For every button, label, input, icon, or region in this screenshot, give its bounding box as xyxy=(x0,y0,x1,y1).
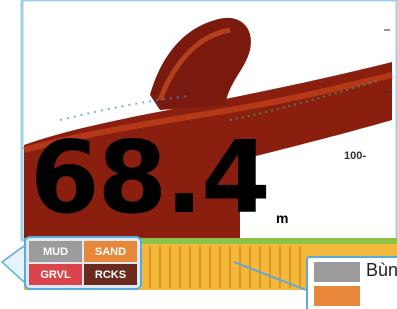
depth-value: 68.4 xyxy=(30,128,269,228)
scale-label: 100- xyxy=(344,150,366,162)
depth-unit: m xyxy=(276,210,288,226)
callout-swatch xyxy=(314,262,360,282)
legend-cell: SAND xyxy=(84,241,137,262)
callout-label: Bùn xyxy=(366,260,397,281)
sonar-screen: 68.4 m 100- MUDSANDGRVLRCKS Bùn xyxy=(0,0,397,309)
legend-cell: GRVL xyxy=(29,264,82,285)
legend-cell: RCKS xyxy=(84,264,137,285)
callout-swatch xyxy=(314,286,360,306)
legend-cell: MUD xyxy=(29,241,82,262)
callout: Bùn xyxy=(306,256,397,309)
